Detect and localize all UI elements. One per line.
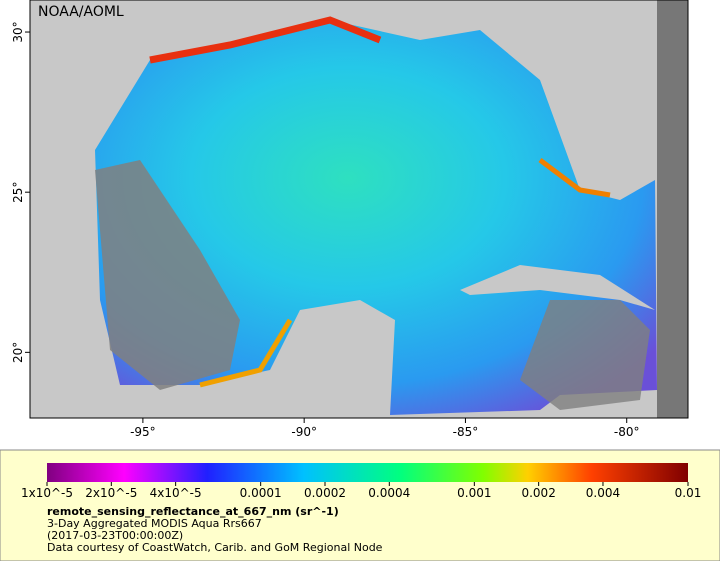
y-tick-label: 30°	[11, 21, 25, 42]
caption-variable: remote_sensing_reflectance_at_667_nm (sr…	[47, 505, 339, 518]
axes: -95° -90° -85° -80° 20° 25° 30°	[11, 21, 640, 439]
coastal-band	[538, 158, 611, 198]
colorbar-ticks: 1x10^-5 2x10^-5 4x10^-5 0.0001 0.0002 0.0004 0…	[21, 482, 701, 500]
credit: NOAA/AOML	[38, 4, 124, 20]
map: NOAA/AOML	[29, 0, 689, 419]
caption-source: Data courtesy of CoastWatch, Carib. and …	[47, 541, 383, 554]
colorbar-tick-label: 0.001	[457, 486, 491, 500]
coastal-band	[199, 318, 293, 388]
cuba	[460, 265, 655, 310]
no-data	[657, 0, 688, 418]
y-tick-label: 20°	[11, 342, 25, 363]
colorbar-tick-label: 0.002	[521, 486, 555, 500]
colorbar-tick-label: 4x10^-5	[150, 486, 202, 500]
colorbar-tick-label: 0.0004	[368, 486, 410, 500]
colorbar-tick-label: 0.01	[675, 486, 702, 500]
x-tick-label: -85°	[453, 425, 479, 439]
cloud	[520, 300, 650, 410]
y-tick-label: 25°	[11, 182, 25, 203]
x-tick-label: -80°	[614, 425, 640, 439]
colorbar	[47, 463, 688, 482]
coastal-band	[149, 16, 382, 64]
cloud	[95, 160, 240, 390]
colorbar-tick-label: 2x10^-5	[85, 486, 137, 500]
colorbar-tick-label: 1x10^-5	[21, 486, 73, 500]
x-tick-label: -95°	[130, 425, 156, 439]
x-tick-label: -90°	[291, 425, 317, 439]
caption-dataset: 3-Day Aggregated MODIS Aqua Rrs667	[47, 517, 262, 530]
colorbar-tick-label: 0.0002	[304, 486, 346, 500]
map-border	[29, 0, 689, 419]
colorbar-tick-label: 0.0001	[240, 486, 282, 500]
caption-time: (2017-03-23T00:00:00Z)	[47, 529, 183, 542]
colorbar-tick-label: 0.004	[586, 486, 620, 500]
